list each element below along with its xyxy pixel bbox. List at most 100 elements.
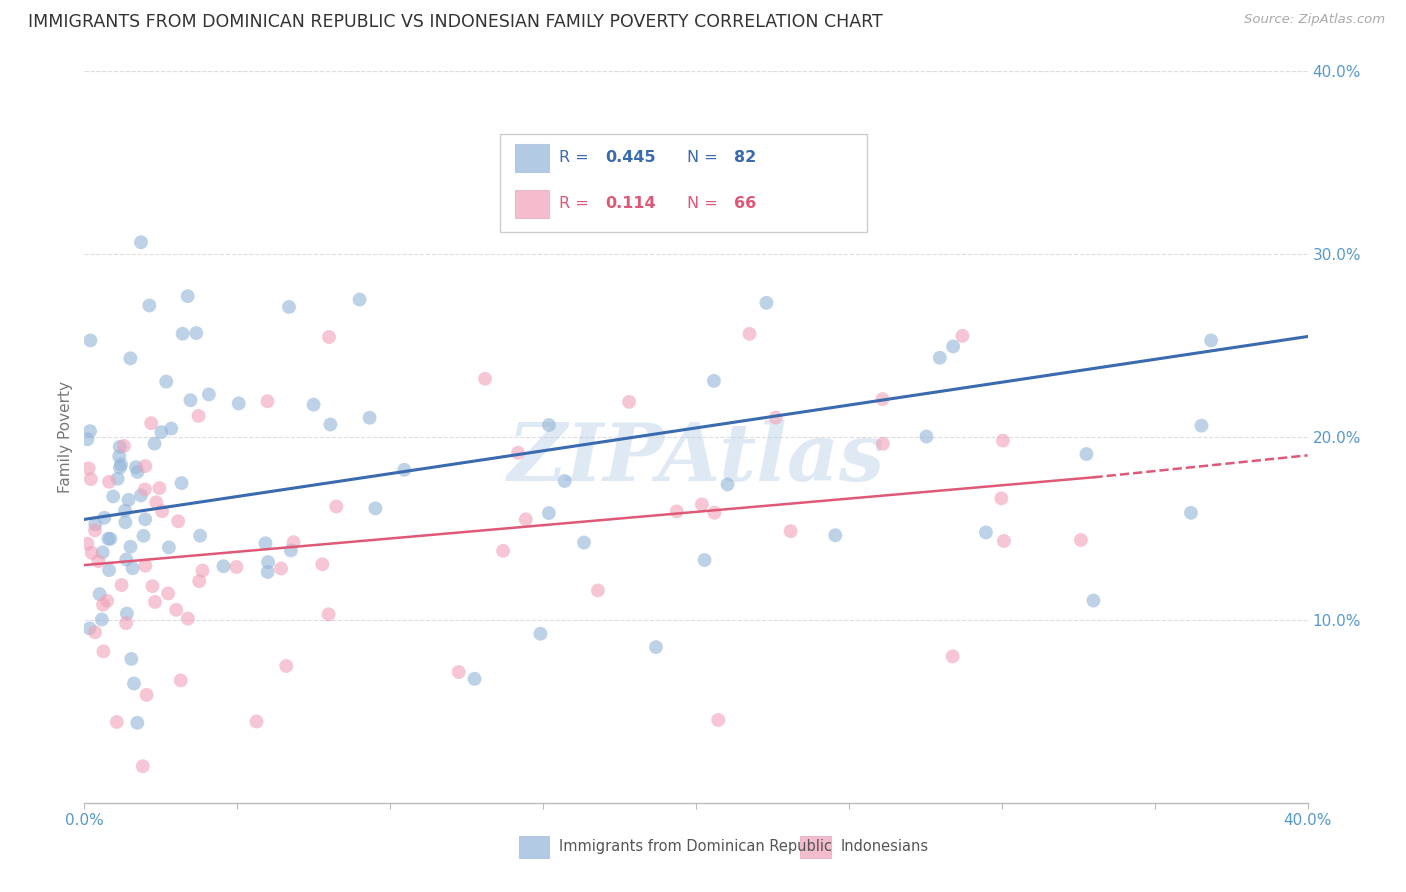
Point	[150, 425, 173, 439]
Point	[993, 533, 1015, 548]
Point	[84, 625, 107, 640]
Point	[148, 481, 170, 495]
Point	[167, 514, 190, 528]
Point	[150, 504, 173, 518]
Point	[755, 295, 778, 310]
Point	[1191, 418, 1213, 433]
Point	[115, 552, 138, 566]
Point	[172, 326, 194, 341]
Point	[122, 676, 145, 690]
Point	[105, 714, 128, 729]
Point	[198, 387, 221, 401]
Point	[257, 555, 280, 569]
Point	[364, 501, 387, 516]
Point	[91, 545, 114, 559]
Point	[318, 330, 340, 344]
Point	[129, 488, 152, 502]
Point	[1076, 447, 1098, 461]
Point	[188, 529, 211, 543]
Text: Immigrants from Dominican Republic: Immigrants from Dominican Republic	[560, 839, 832, 855]
Text: 0.445: 0.445	[606, 150, 657, 165]
Point	[132, 759, 155, 773]
Point	[586, 583, 609, 598]
Point	[359, 410, 381, 425]
Point	[90, 613, 112, 627]
Y-axis label: Family Poverty: Family Poverty	[58, 381, 73, 493]
Point	[738, 326, 761, 341]
Point	[645, 640, 668, 654]
Point	[177, 611, 200, 625]
Point	[188, 574, 211, 589]
Point	[141, 579, 163, 593]
Point	[990, 491, 1012, 506]
Point	[1199, 334, 1222, 348]
Point	[115, 616, 138, 631]
Point	[256, 565, 278, 579]
Point	[974, 525, 997, 540]
Point	[84, 517, 107, 532]
Text: R =: R =	[560, 196, 599, 211]
Text: IMMIGRANTS FROM DOMINICAN REPUBLIC VS INDONESIAN FAMILY POVERTY CORRELATION CHAR: IMMIGRANTS FROM DOMINICAN REPUBLIC VS IN…	[28, 13, 883, 31]
Point	[991, 434, 1014, 448]
FancyBboxPatch shape	[519, 836, 550, 858]
Point	[134, 558, 156, 573]
Text: ZIPAtlas: ZIPAtlas	[508, 420, 884, 498]
Point	[80, 546, 103, 560]
Point	[117, 492, 139, 507]
Point	[703, 506, 725, 520]
Point	[617, 395, 640, 409]
Point	[125, 460, 148, 475]
Point	[165, 603, 187, 617]
Point	[120, 351, 142, 366]
Point	[98, 532, 121, 546]
Point	[132, 529, 155, 543]
Point	[108, 450, 131, 464]
Text: R =: R =	[560, 150, 593, 165]
Point	[120, 540, 142, 554]
Point	[256, 394, 278, 409]
Point	[157, 586, 180, 600]
Point	[394, 463, 416, 477]
Point	[77, 461, 100, 475]
Point	[135, 688, 157, 702]
Point	[84, 524, 107, 538]
Point	[110, 578, 132, 592]
Text: 66: 66	[734, 196, 756, 211]
Point	[447, 665, 470, 679]
Point	[97, 532, 120, 546]
Point	[114, 515, 136, 529]
FancyBboxPatch shape	[515, 144, 550, 171]
Point	[254, 536, 277, 550]
Point	[170, 476, 193, 491]
Point	[225, 560, 247, 574]
Point	[665, 504, 688, 518]
Point	[703, 374, 725, 388]
Point	[108, 460, 131, 475]
Point	[187, 409, 209, 423]
FancyBboxPatch shape	[515, 190, 550, 218]
Point	[824, 528, 846, 542]
Point	[318, 607, 340, 622]
FancyBboxPatch shape	[800, 836, 831, 858]
Point	[872, 392, 894, 406]
Point	[115, 607, 138, 621]
Point	[186, 326, 208, 340]
Point	[276, 659, 298, 673]
Point	[89, 587, 111, 601]
Point	[283, 535, 305, 549]
Point	[302, 398, 325, 412]
Point	[690, 497, 713, 511]
Text: N =: N =	[688, 196, 723, 211]
Point	[537, 506, 560, 520]
Point	[79, 334, 101, 348]
Point	[134, 483, 156, 497]
Point	[96, 594, 118, 608]
Point	[270, 561, 292, 575]
Point	[280, 543, 302, 558]
Point	[76, 536, 98, 550]
Text: 82: 82	[734, 150, 756, 165]
Point	[1083, 593, 1105, 607]
Point	[80, 472, 103, 486]
Point	[143, 436, 166, 450]
Point	[952, 328, 974, 343]
